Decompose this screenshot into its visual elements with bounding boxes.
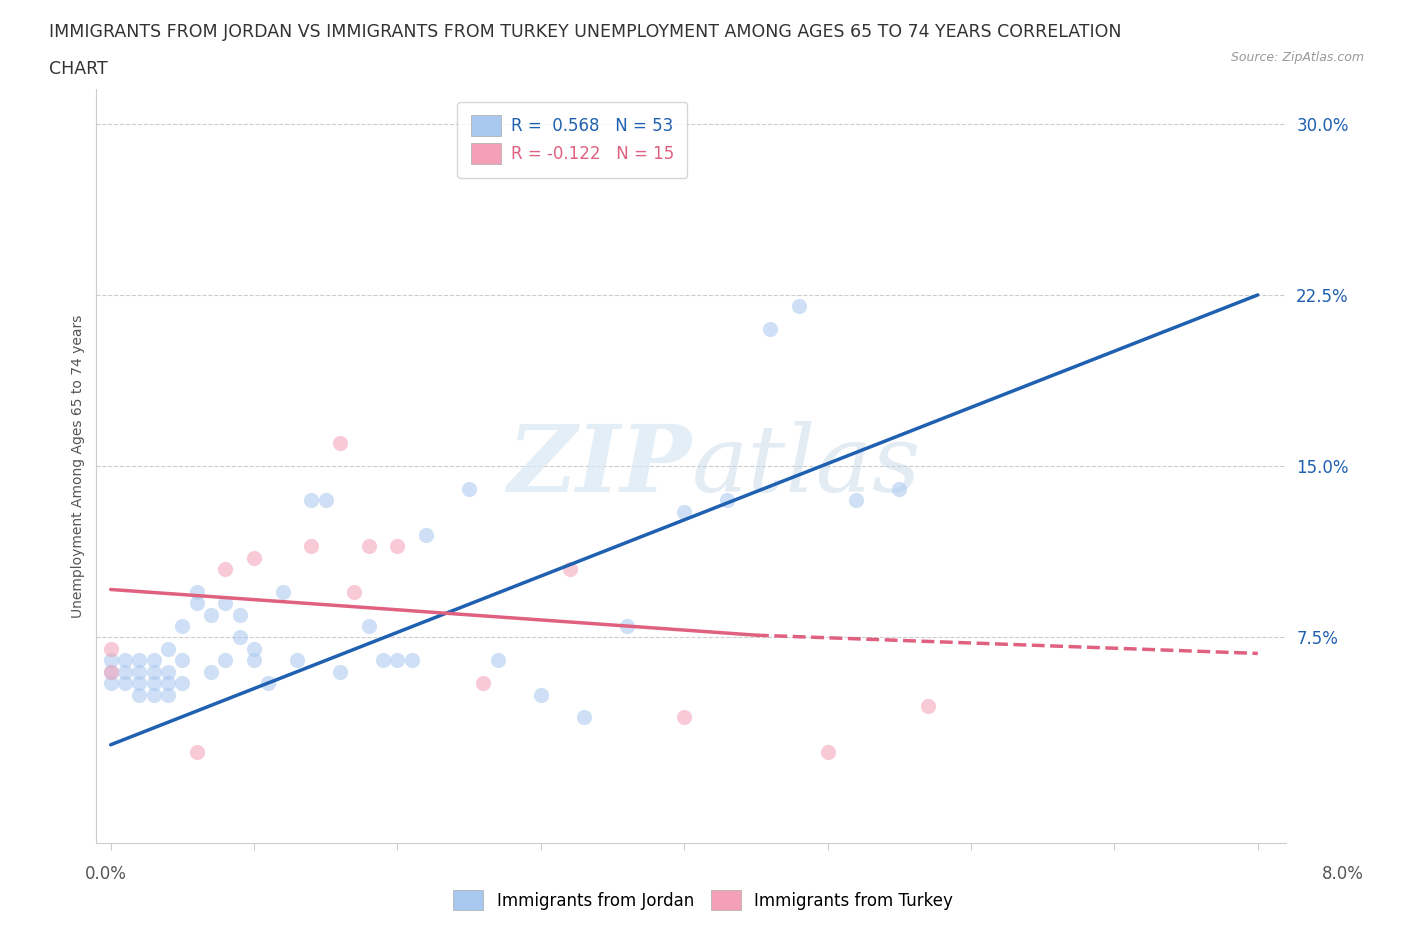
Point — [128, 676, 150, 691]
Point — [530, 687, 553, 702]
Point — [271, 584, 294, 599]
Point — [357, 538, 380, 553]
Point — [214, 562, 236, 577]
Text: atlas: atlas — [692, 421, 921, 512]
Point — [673, 504, 696, 519]
Point — [142, 664, 165, 679]
Point — [787, 299, 810, 313]
Point — [100, 642, 122, 657]
Point — [100, 664, 122, 679]
Point — [371, 653, 394, 668]
Point — [172, 676, 194, 691]
Point — [343, 584, 366, 599]
Point — [917, 698, 939, 713]
Point — [128, 653, 150, 668]
Point — [186, 596, 208, 611]
Point — [572, 710, 595, 724]
Point — [229, 607, 252, 622]
Point — [157, 642, 180, 657]
Point — [301, 538, 323, 553]
Point — [114, 653, 136, 668]
Point — [458, 482, 481, 497]
Point — [486, 653, 509, 668]
Point — [157, 687, 180, 702]
Point — [186, 744, 208, 759]
Point — [243, 653, 266, 668]
Point — [401, 653, 423, 668]
Point — [186, 584, 208, 599]
Point — [142, 687, 165, 702]
Point — [200, 607, 222, 622]
Point — [128, 687, 150, 702]
Text: Source: ZipAtlas.com: Source: ZipAtlas.com — [1230, 51, 1364, 64]
Text: 0.0%: 0.0% — [84, 865, 127, 883]
Point — [128, 664, 150, 679]
Point — [200, 664, 222, 679]
Point — [142, 676, 165, 691]
Point — [673, 710, 696, 724]
Point — [285, 653, 308, 668]
Point — [817, 744, 839, 759]
Point — [114, 664, 136, 679]
Point — [214, 653, 236, 668]
Point — [100, 653, 122, 668]
Point — [229, 630, 252, 644]
Text: 8.0%: 8.0% — [1322, 865, 1364, 883]
Point — [243, 550, 266, 565]
Point — [357, 618, 380, 633]
Point — [759, 322, 782, 337]
Y-axis label: Unemployment Among Ages 65 to 74 years: Unemployment Among Ages 65 to 74 years — [72, 314, 86, 618]
Point — [172, 618, 194, 633]
Point — [142, 653, 165, 668]
Point — [387, 653, 409, 668]
Point — [415, 527, 437, 542]
Legend: R =  0.568   N = 53, R = -0.122   N = 15: R = 0.568 N = 53, R = -0.122 N = 15 — [457, 101, 688, 178]
Point — [329, 436, 352, 451]
Point — [114, 676, 136, 691]
Point — [616, 618, 638, 633]
Point — [257, 676, 280, 691]
Text: CHART: CHART — [49, 60, 108, 78]
Point — [214, 596, 236, 611]
Text: IMMIGRANTS FROM JORDAN VS IMMIGRANTS FROM TURKEY UNEMPLOYMENT AMONG AGES 65 TO 7: IMMIGRANTS FROM JORDAN VS IMMIGRANTS FRO… — [49, 23, 1122, 41]
Point — [243, 642, 266, 657]
Point — [472, 676, 495, 691]
Point — [100, 664, 122, 679]
Point — [387, 538, 409, 553]
Point — [889, 482, 911, 497]
Point — [157, 664, 180, 679]
Point — [845, 493, 868, 508]
Point — [100, 676, 122, 691]
Point — [157, 676, 180, 691]
Point — [315, 493, 337, 508]
Point — [301, 493, 323, 508]
Point — [172, 653, 194, 668]
Point — [329, 664, 352, 679]
Point — [558, 562, 581, 577]
Point — [716, 493, 738, 508]
Text: ZIP: ZIP — [508, 421, 692, 512]
Legend: Immigrants from Jordan, Immigrants from Turkey: Immigrants from Jordan, Immigrants from … — [447, 884, 959, 917]
